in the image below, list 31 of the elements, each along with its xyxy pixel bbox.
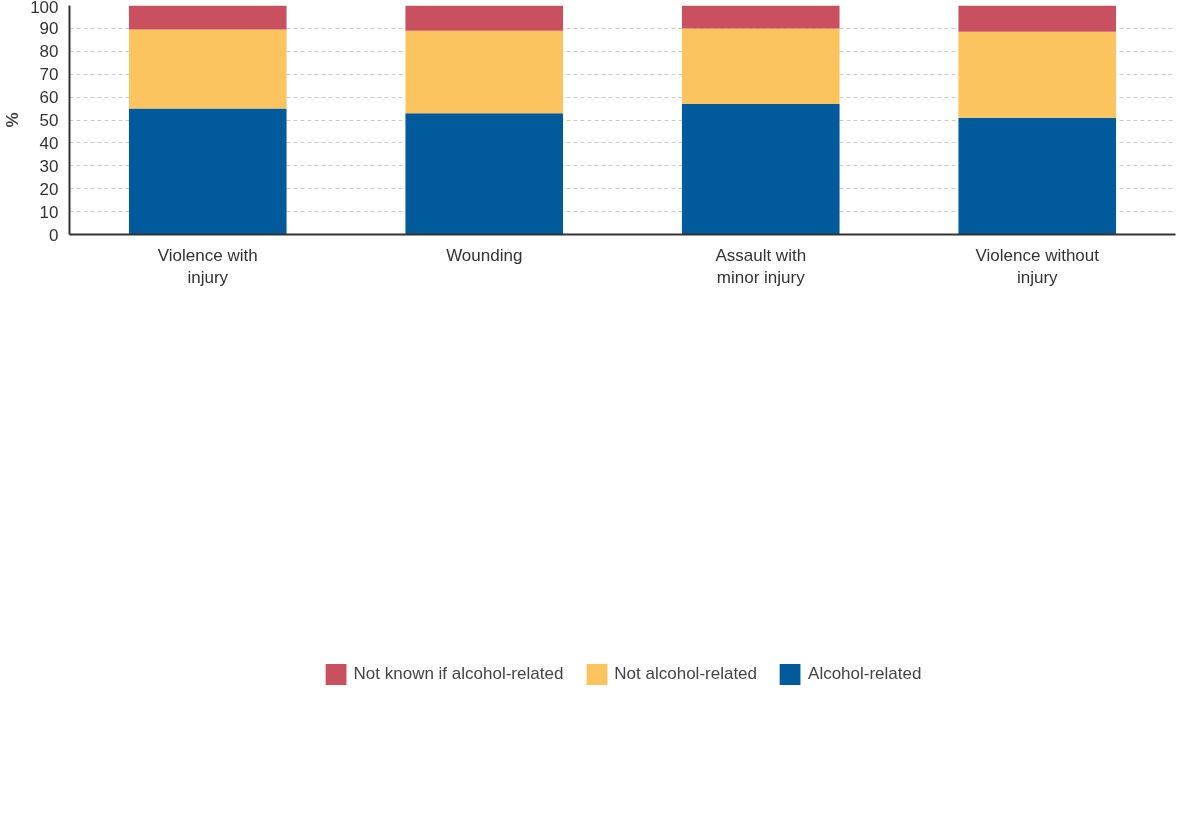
bar (128, 29, 287, 109)
y-tick-label: 70 (39, 65, 59, 85)
bar (405, 5, 564, 31)
y-tick-label: 20 (39, 179, 59, 199)
bar (958, 5, 1117, 32)
bar (681, 5, 840, 29)
y-tick-label: 50 (39, 111, 59, 130)
bar (958, 117, 1117, 235)
y-tick-label: 100 (30, 0, 59, 17)
x-tick-label: Assault with minor injury (715, 245, 807, 288)
y-axis-title: % (3, 112, 23, 128)
bar (958, 31, 1117, 118)
y-tick-label: 90 (39, 19, 59, 39)
y-tick-label: 60 (39, 88, 59, 108)
bar (128, 5, 287, 30)
legend-label: Not alcohol-related (614, 663, 758, 684)
bar (681, 28, 840, 104)
y-tick-label: 30 (39, 156, 59, 176)
bar (681, 103, 840, 235)
bar (405, 113, 564, 235)
y-tick-label: 0 (49, 225, 59, 245)
legend-label: Not known if alcohol-related (353, 663, 564, 684)
x-tick-label: Wounding (446, 245, 523, 265)
y-tick-label: 10 (39, 202, 59, 222)
y-tick-label: 80 (39, 42, 59, 62)
bar (128, 108, 287, 235)
legend-label: Alcohol-related (808, 663, 922, 684)
bar (405, 30, 564, 114)
x-tick-label: Violence with injury (157, 245, 258, 288)
x-tick-label: Violence without injury (975, 245, 1100, 288)
y-tick-label: 40 (39, 133, 59, 153)
